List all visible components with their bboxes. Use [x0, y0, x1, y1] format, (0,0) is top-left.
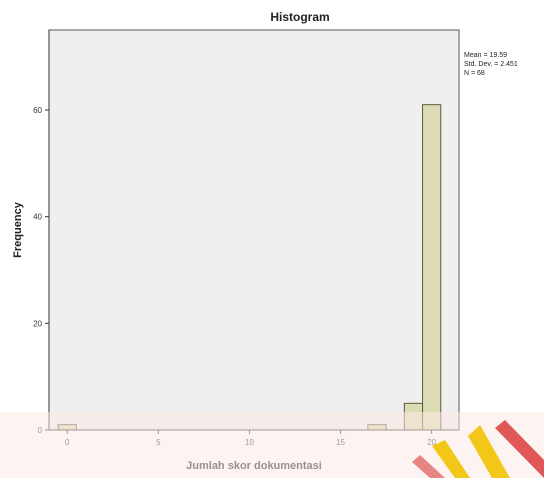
x-tick-label: 5 [156, 438, 161, 447]
histogram-bar [367, 424, 387, 431]
chart-title: Histogram [270, 10, 329, 24]
stat-n: N = 68 [464, 70, 485, 77]
stats-box: Mean = 19.59 Std. Dev. = 2.451 N = 68 [464, 52, 518, 77]
x-tick-label: 20 [427, 438, 436, 447]
histogram-bar [422, 104, 442, 431]
histogram-bar [57, 424, 77, 431]
y-tick-label: 60 [33, 106, 42, 115]
histogram-bar [403, 402, 424, 431]
x-tick-label: 15 [336, 438, 345, 447]
plot-area [48, 29, 460, 431]
y-tick-label: 0 [38, 426, 43, 435]
y-tick-label: 40 [33, 213, 42, 222]
stat-mean: Mean = 19.59 [464, 52, 507, 59]
y-tick-label: 20 [33, 319, 42, 328]
stat-std-dev: Std. Dev. = 2.451 [464, 61, 518, 68]
x-tick-label: 0 [65, 438, 70, 447]
y-axis-label: Frequency [12, 201, 24, 258]
x-tick-label: 10 [245, 438, 254, 447]
x-axis-label: Jumlah skor dokumentasi [186, 460, 322, 472]
